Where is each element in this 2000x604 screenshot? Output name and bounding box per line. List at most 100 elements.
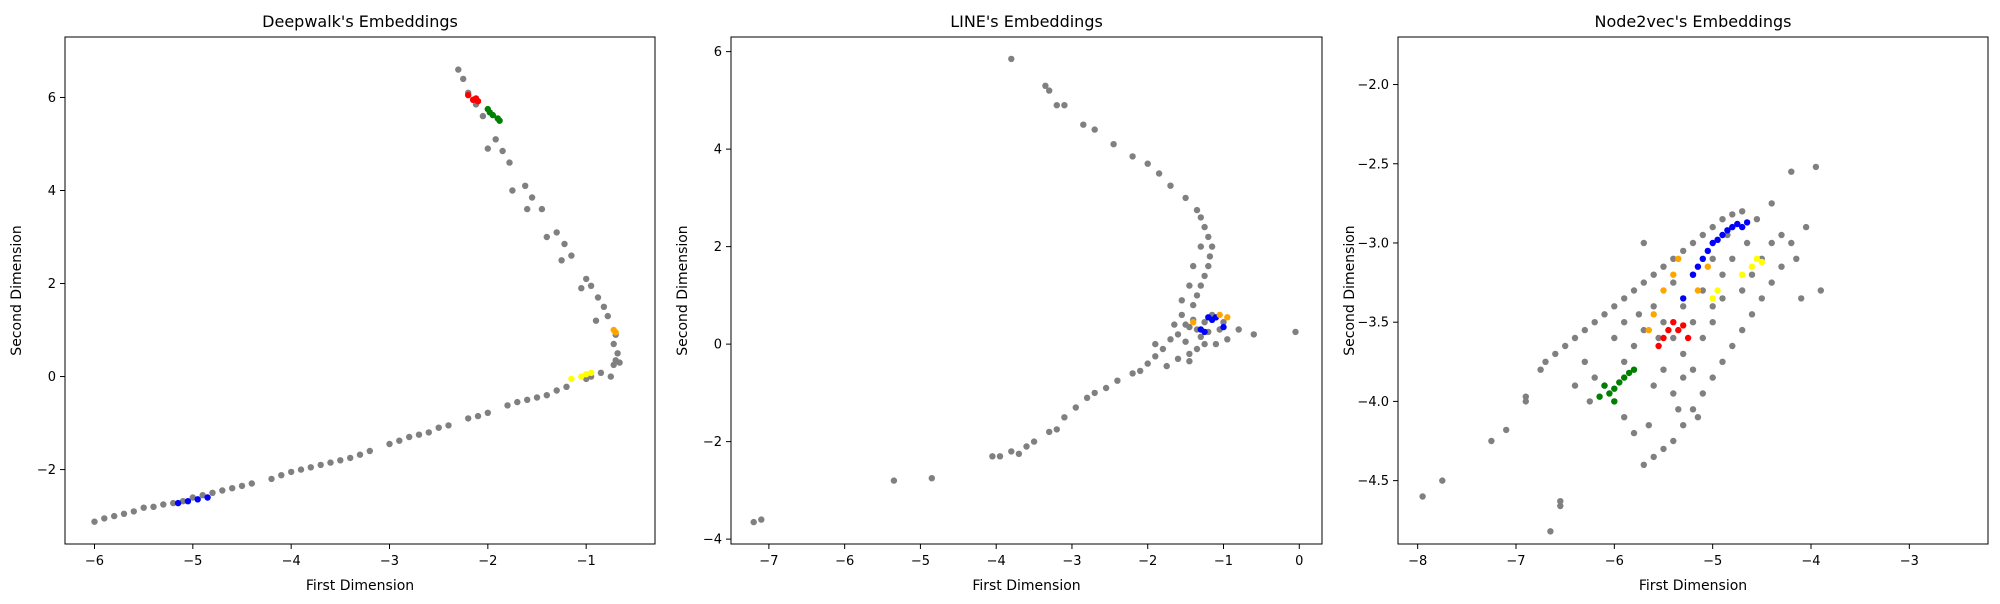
data-point bbox=[150, 503, 157, 510]
x-tick-label: −2 bbox=[1138, 554, 1157, 569]
y-tick-label: −2.0 bbox=[1357, 78, 1389, 93]
data-point bbox=[1680, 303, 1687, 310]
data-point bbox=[1665, 326, 1672, 334]
data-point bbox=[1729, 223, 1736, 231]
data-point bbox=[174, 499, 182, 507]
data-point bbox=[1699, 390, 1707, 397]
data-point bbox=[1675, 406, 1682, 413]
data-point bbox=[1743, 219, 1751, 226]
data-point bbox=[1709, 223, 1716, 231]
series-2 bbox=[1197, 314, 1227, 336]
data-point bbox=[1581, 358, 1589, 365]
data-point bbox=[1660, 287, 1667, 294]
data-point bbox=[1030, 438, 1038, 445]
x-tick-label: −5 bbox=[1703, 554, 1722, 569]
data-point bbox=[1611, 303, 1618, 310]
data-point bbox=[1591, 319, 1598, 326]
data-point bbox=[465, 415, 472, 422]
data-point bbox=[1201, 328, 1208, 336]
data-point bbox=[484, 409, 491, 416]
data-point bbox=[1178, 297, 1186, 304]
x-tick-label: −7 bbox=[1506, 554, 1525, 569]
data-point bbox=[604, 312, 611, 320]
data-point bbox=[1640, 461, 1648, 468]
data-point bbox=[327, 459, 334, 466]
y-tick-label: 0 bbox=[714, 338, 722, 353]
data-point bbox=[288, 468, 295, 476]
series-1 bbox=[91, 66, 623, 525]
data-point bbox=[499, 147, 506, 155]
data-point bbox=[1729, 342, 1736, 350]
data-point bbox=[1537, 366, 1544, 373]
data-point bbox=[1675, 326, 1682, 334]
y-axis-label: Second Dimension bbox=[1342, 225, 1358, 355]
data-point bbox=[396, 437, 403, 444]
data-point bbox=[1719, 295, 1726, 302]
data-point bbox=[297, 466, 305, 473]
data-point bbox=[1571, 334, 1579, 342]
data-point bbox=[1167, 182, 1174, 189]
data-point bbox=[307, 464, 314, 471]
data-point bbox=[1557, 498, 1564, 505]
data-point bbox=[1709, 319, 1716, 326]
data-point bbox=[583, 275, 590, 283]
data-point bbox=[1061, 414, 1068, 421]
data-point bbox=[1680, 247, 1687, 255]
data-point bbox=[614, 350, 621, 357]
data-point bbox=[568, 252, 575, 259]
data-point bbox=[1522, 393, 1530, 400]
data-point bbox=[1812, 163, 1820, 171]
data-point bbox=[238, 482, 246, 490]
data-point bbox=[1729, 211, 1736, 218]
data-point bbox=[1670, 390, 1677, 397]
x-tick-label: −1 bbox=[1214, 554, 1233, 569]
data-point bbox=[1650, 303, 1657, 310]
x-tick-label: −4 bbox=[1801, 554, 1820, 569]
data-point bbox=[1719, 358, 1726, 365]
series-1 bbox=[750, 55, 1299, 526]
data-point bbox=[1129, 153, 1136, 160]
data-point bbox=[1758, 295, 1766, 302]
data-point bbox=[1660, 366, 1667, 373]
data-point bbox=[928, 475, 935, 482]
x-tick-label: −6 bbox=[85, 554, 104, 569]
series-4 bbox=[174, 494, 211, 507]
series-3 bbox=[1645, 255, 1712, 334]
data-point bbox=[1557, 502, 1564, 510]
data-point bbox=[600, 303, 608, 310]
data-point bbox=[1660, 445, 1667, 453]
data-point bbox=[1739, 223, 1746, 231]
data-point bbox=[1110, 141, 1117, 148]
data-point bbox=[1193, 345, 1201, 353]
y-tick-label: 6 bbox=[714, 45, 722, 60]
data-point bbox=[1171, 321, 1178, 328]
chart-title: Node2vec's Embeddings bbox=[1595, 12, 1792, 31]
x-tick-label: −5 bbox=[911, 554, 930, 569]
y-tick-label: 2 bbox=[714, 240, 722, 255]
data-point bbox=[561, 240, 568, 248]
data-point bbox=[194, 496, 201, 503]
data-point bbox=[1201, 340, 1208, 348]
data-point bbox=[1220, 323, 1227, 331]
data-point bbox=[996, 453, 1004, 460]
y-tick-label: −4 bbox=[703, 533, 722, 548]
data-point bbox=[140, 504, 147, 511]
data-point bbox=[435, 424, 442, 431]
data-point bbox=[578, 285, 585, 292]
data-point bbox=[1680, 322, 1687, 329]
data-point bbox=[1694, 287, 1702, 294]
data-point bbox=[1053, 102, 1061, 109]
series-4 bbox=[1655, 319, 1692, 350]
data-point bbox=[1817, 287, 1825, 294]
data-point bbox=[1680, 374, 1687, 381]
data-point bbox=[1621, 374, 1628, 381]
data-point bbox=[1778, 231, 1785, 239]
series-3 bbox=[484, 105, 503, 124]
data-point bbox=[1250, 331, 1258, 338]
chart-panel-2: −7 −6 −5 −4 −3 −2 −1 0 −4 −2 0 2 4 6 LINE's Embeddings… bbox=[675, 12, 1323, 594]
data-point bbox=[1174, 331, 1182, 338]
chart-title: LINE's Embeddings bbox=[950, 12, 1103, 31]
data-point bbox=[1601, 311, 1608, 318]
data-point bbox=[1743, 239, 1751, 247]
